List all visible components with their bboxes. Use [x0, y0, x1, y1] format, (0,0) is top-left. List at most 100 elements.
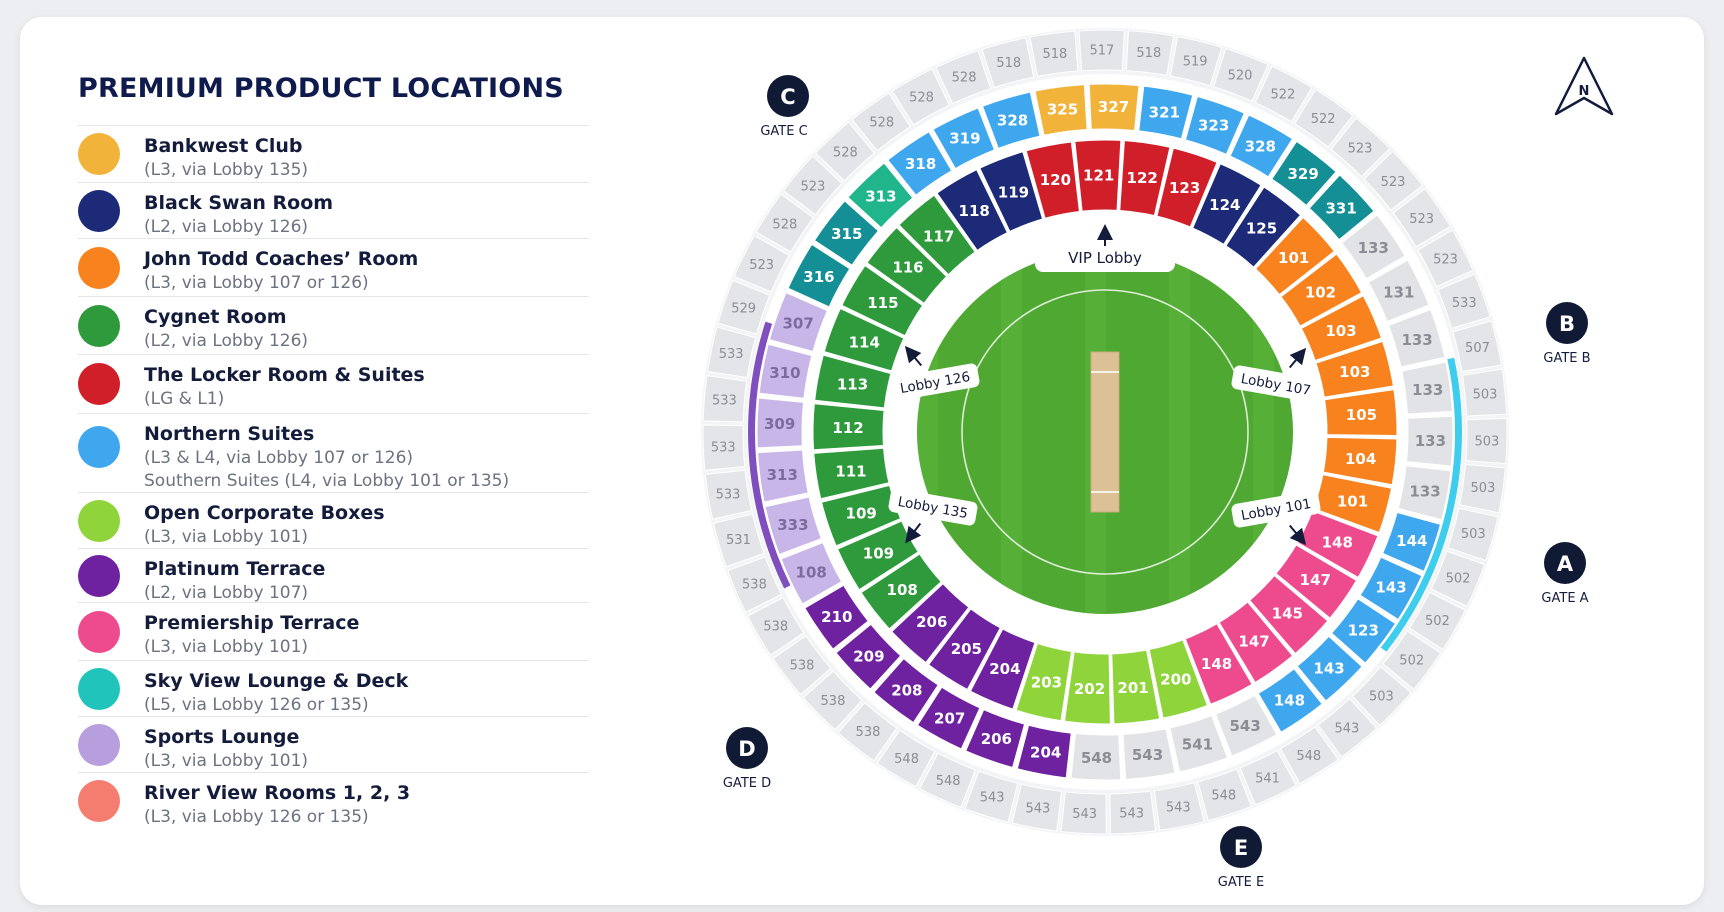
seat-section — [758, 343, 813, 399]
gate-a: A GATE A — [1541, 542, 1589, 606]
gate-b: B GATE B — [1543, 302, 1591, 366]
section-label: 113 — [837, 375, 868, 393]
section-label: 114 — [849, 333, 880, 351]
seat-section — [787, 243, 851, 308]
legend-swatch — [78, 363, 120, 405]
legend-item: Black Swan Room (L2, via Lobby 126) — [78, 182, 589, 238]
legend-item-detail: (L2, via Lobby 107) — [144, 583, 309, 603]
legend-item-detail: (L3, via Lobby 135) — [144, 160, 309, 180]
seat-section — [802, 670, 863, 731]
seat-section — [1214, 694, 1278, 757]
section-label: 207 — [934, 709, 965, 727]
seat-section — [1293, 88, 1354, 148]
section-label: 538 — [763, 619, 788, 634]
section-label: 209 — [853, 647, 884, 665]
field-stripe — [1169, 250, 1190, 614]
legend-item-detail: (L2, via Lobby 126) — [144, 331, 309, 351]
section-label: 541 — [1255, 771, 1280, 786]
section-label: 101 — [1278, 249, 1309, 267]
section-label: 101 — [1337, 493, 1368, 511]
section-label: 145 — [1272, 605, 1303, 623]
seat-section — [891, 68, 950, 126]
section-label: 331 — [1325, 199, 1356, 217]
section-label: 111 — [835, 462, 866, 480]
seat-section — [1109, 790, 1157, 835]
section-label: 503 — [1461, 527, 1486, 542]
seat-section — [814, 354, 892, 409]
section-label: 115 — [867, 294, 898, 312]
seat-section — [804, 584, 869, 650]
seat-section — [1447, 507, 1499, 562]
inner-circle-line — [961, 289, 1249, 575]
section-label: 205 — [951, 640, 982, 658]
section-label: 117 — [923, 227, 954, 245]
seat-section — [1382, 511, 1442, 572]
compass-arrow — [1554, 56, 1614, 116]
platinum-terrace-arc — [748, 321, 791, 589]
seat-section — [1169, 36, 1223, 87]
seat-section — [813, 447, 890, 500]
seat-section — [1430, 550, 1486, 607]
section-label: 104 — [1345, 450, 1376, 468]
legend-swatch — [78, 723, 120, 766]
arrow-icon — [1288, 347, 1307, 369]
page-title: PREMIUM PRODUCT LOCATIONS — [78, 73, 564, 104]
seat-section — [1279, 726, 1339, 785]
legend-item-name: John Todd Coaches’ Room — [144, 248, 419, 270]
seat-section — [1239, 749, 1297, 806]
section-label: 148 — [1322, 533, 1353, 551]
gate-label: GATE B — [1543, 351, 1590, 366]
seat-section — [835, 623, 902, 690]
legend-item-name: Cygnet Room — [144, 306, 287, 328]
section-label: 316 — [803, 268, 834, 286]
section-label: 321 — [1149, 103, 1180, 121]
seat-section — [1148, 639, 1208, 719]
seat-section — [866, 226, 948, 304]
seat-section — [768, 292, 829, 353]
seat-section — [932, 107, 996, 170]
legend-list: Bankwest Club (L3, via Lobby 135) Black Sw… — [78, 125, 589, 828]
seat-section — [876, 729, 936, 788]
seat-section — [1138, 85, 1194, 140]
section-label: 206 — [981, 730, 1012, 748]
section-label: 105 — [1346, 406, 1377, 424]
section-label: 200 — [1160, 670, 1191, 688]
section-label: 533 — [711, 441, 736, 456]
seat-section — [1119, 140, 1171, 217]
gate-label: GATE E — [1218, 875, 1264, 890]
section-label: 122 — [1127, 169, 1158, 187]
seat-section — [1363, 150, 1424, 211]
seat-section — [727, 556, 783, 613]
section-label: 548 — [1081, 749, 1112, 767]
seat-section — [1300, 295, 1383, 362]
section-label: 517 — [1089, 44, 1114, 59]
legend-item: Sports Lounge (L3, via Lobby 101) — [78, 716, 589, 772]
section-label: 528 — [909, 91, 934, 106]
legend-item: Premiership Terrace (L3, via Lobby 101) — [78, 602, 589, 660]
seat-section — [1367, 259, 1430, 323]
section-label: 143 — [1375, 579, 1406, 597]
lobby-box — [1231, 365, 1321, 403]
arrow-icon — [905, 522, 922, 544]
section-label: 538 — [821, 694, 846, 709]
seat-section — [898, 194, 976, 276]
section-label: 313 — [865, 187, 896, 205]
section-label: 131 — [1383, 283, 1414, 301]
legend-swatch — [78, 189, 120, 232]
seat-section — [1122, 728, 1176, 780]
seat-section — [1459, 463, 1506, 514]
section-label: 315 — [831, 225, 862, 243]
legend-item-detail: (L5, via Lobby 126 or 135) — [144, 695, 369, 715]
section-label: 502 — [1399, 653, 1424, 668]
section-label: 502 — [1446, 572, 1471, 587]
gate-letter: D — [738, 737, 755, 761]
section-label: 124 — [1209, 196, 1240, 214]
section-label: 133 — [1415, 432, 1446, 450]
seat-section — [1015, 642, 1073, 722]
seat-section — [755, 193, 814, 253]
seat-section — [979, 151, 1044, 233]
seat-section — [918, 752, 976, 808]
seat-section — [1359, 556, 1423, 621]
seat-section — [712, 513, 765, 568]
gate-c: C GATE C — [760, 75, 809, 139]
